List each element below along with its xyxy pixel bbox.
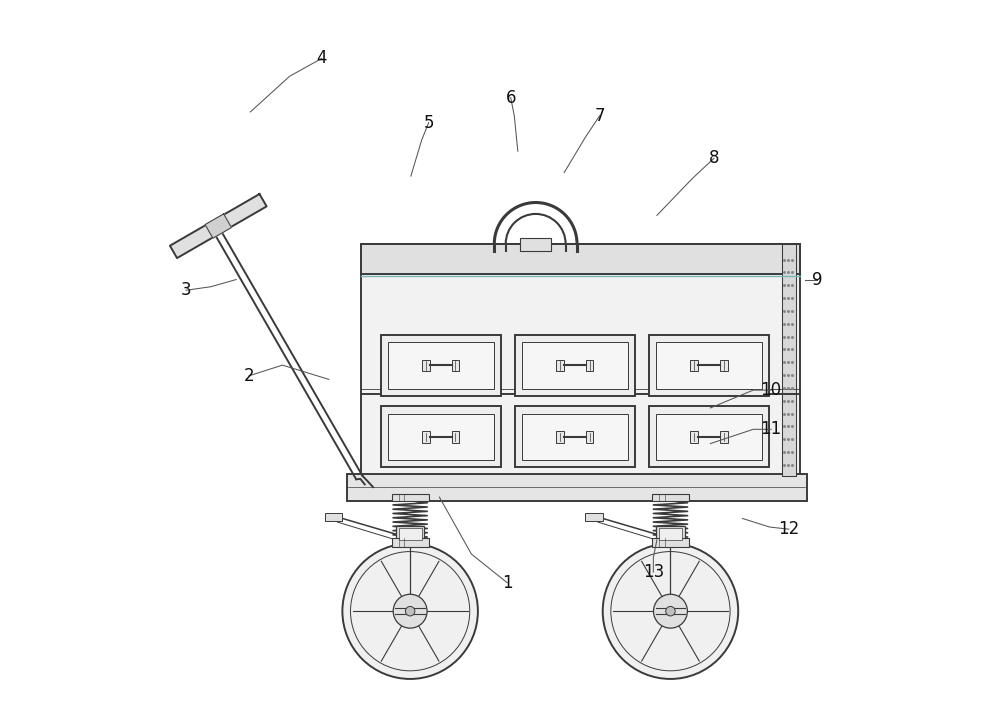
Bar <box>520 238 551 251</box>
Text: 4: 4 <box>316 49 327 67</box>
Text: 13: 13 <box>643 563 664 581</box>
Text: 7: 7 <box>595 107 605 125</box>
Text: 3: 3 <box>181 281 191 299</box>
Bar <box>690 431 698 442</box>
Bar <box>652 493 689 500</box>
Bar <box>556 431 564 442</box>
Bar <box>782 244 796 475</box>
Bar <box>649 407 769 467</box>
Bar <box>720 359 728 371</box>
Bar <box>422 359 430 371</box>
Text: 12: 12 <box>778 520 799 538</box>
Circle shape <box>393 594 427 628</box>
Text: 10: 10 <box>760 381 782 399</box>
Bar <box>392 538 429 547</box>
Bar <box>361 244 800 475</box>
Text: 11: 11 <box>760 420 782 438</box>
Text: 1: 1 <box>502 574 512 591</box>
Bar <box>399 528 422 540</box>
Bar <box>649 335 769 396</box>
Bar <box>586 359 593 371</box>
Bar <box>325 513 342 521</box>
Bar <box>422 431 430 442</box>
Bar <box>452 359 459 371</box>
Bar <box>522 342 628 389</box>
Text: 6: 6 <box>505 89 516 107</box>
Text: 9: 9 <box>812 271 823 289</box>
Bar <box>586 431 593 442</box>
Bar <box>381 335 501 396</box>
Bar <box>656 526 685 542</box>
Circle shape <box>666 606 675 616</box>
Polygon shape <box>205 214 231 238</box>
Bar <box>690 359 698 371</box>
Bar <box>585 513 603 521</box>
Bar <box>652 538 689 547</box>
Bar <box>656 414 762 460</box>
Bar <box>515 335 635 396</box>
Bar <box>396 526 424 542</box>
Text: 8: 8 <box>709 150 719 168</box>
Bar <box>659 528 682 540</box>
Bar <box>381 407 501 467</box>
Bar <box>522 414 628 460</box>
Bar <box>388 342 494 389</box>
Circle shape <box>405 606 415 616</box>
Circle shape <box>654 594 687 628</box>
Bar <box>720 431 728 442</box>
Text: 5: 5 <box>423 114 434 132</box>
Bar <box>392 493 429 500</box>
Bar <box>556 359 564 371</box>
Circle shape <box>603 543 738 679</box>
Bar <box>347 473 807 500</box>
Bar <box>452 431 459 442</box>
Bar <box>361 244 800 274</box>
Bar <box>388 414 494 460</box>
Bar <box>656 342 762 389</box>
Circle shape <box>342 543 478 679</box>
Text: 2: 2 <box>244 367 254 384</box>
Polygon shape <box>170 194 267 258</box>
Bar <box>515 407 635 467</box>
